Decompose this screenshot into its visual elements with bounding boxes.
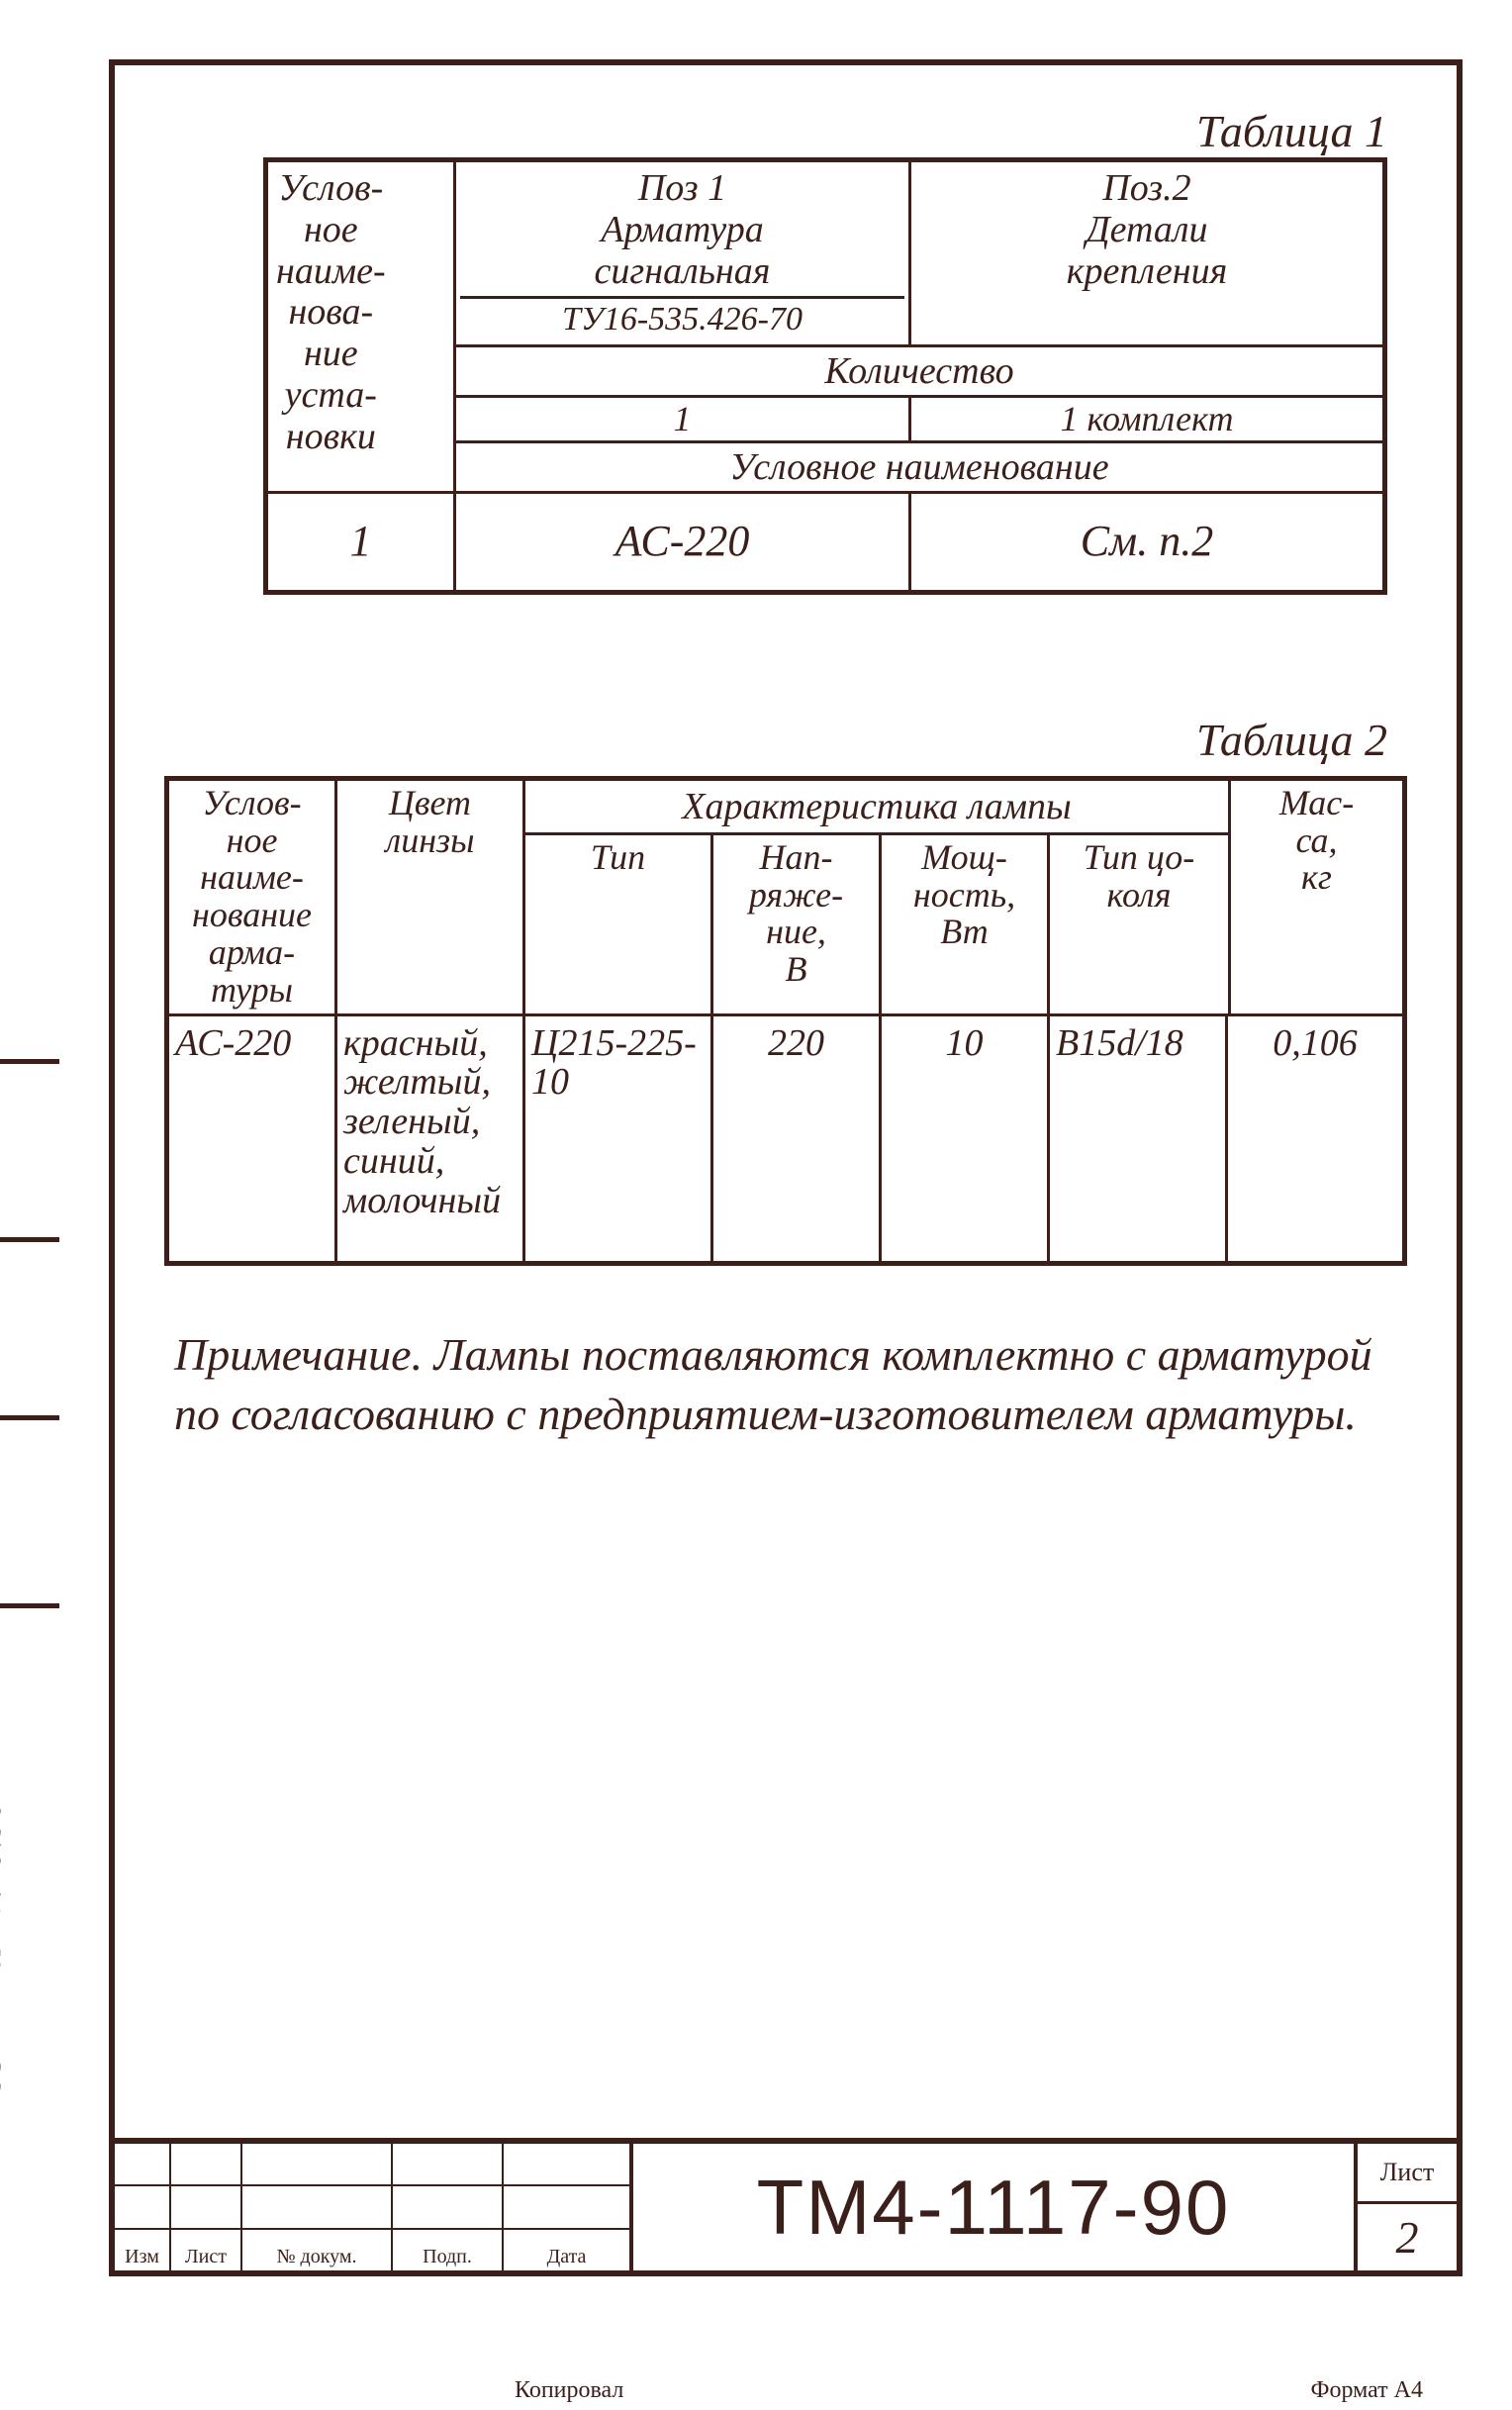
- t2-r-c3: Ц215-225-10: [525, 1016, 713, 1261]
- title-block: Изм Лист № докум. Подп. Дата ТМ4-1117-90…: [109, 2138, 1463, 2276]
- stamp-lbl-ndoc: № докум.: [242, 2230, 393, 2270]
- stamp-sheet-label: Лист: [1358, 2144, 1457, 2204]
- t2-r-c4: 220: [713, 1016, 882, 1261]
- table1: Услов- ное наиме- нова- ние уста- новки …: [263, 157, 1387, 595]
- t1-pos2-title: Поз.2 Детали крепления: [911, 162, 1382, 344]
- t1-data-c3: См. п.2: [911, 494, 1382, 589]
- t1-qty-c3: 1 комплект: [911, 398, 1382, 441]
- binding-tick: [0, 1059, 59, 1064]
- t1-data-c1: 1: [268, 494, 456, 589]
- stamp-lbl-podp: Подп.: [393, 2230, 504, 2270]
- footer-kopiroval: Копировал: [515, 2377, 623, 2404]
- t2-r-c2: красный, желтый, зеленый, синий, молочны…: [337, 1016, 525, 1261]
- table2-caption: Таблица 2: [144, 714, 1427, 766]
- stamp-revision-grid: Изм Лист № докум. Подп. Дата: [115, 2144, 633, 2270]
- t1-qty-c2: 1: [456, 398, 911, 441]
- binding-tick: [0, 1415, 59, 1420]
- doc-code: ТМ4-1117-90: [633, 2144, 1358, 2270]
- t2-r-c1: АС-220: [169, 1016, 337, 1261]
- t1-data-c2: АС-220: [456, 494, 911, 589]
- t2-h-group: Характеристика лампы: [525, 781, 1228, 835]
- t1-qty-label: Количество: [456, 347, 1382, 398]
- t2-r-c6: В15d/18: [1050, 1016, 1228, 1261]
- t1-pos1-title: Поз 1 Арматура сигнальная: [460, 168, 904, 292]
- table2: Услов- ное наиме- нование арма- туры Цве…: [164, 776, 1407, 1266]
- drawing-frame: Таблица 1 Услов- ное наиме- нова- ние ус…: [109, 59, 1463, 2276]
- t1-name-label: Условное наименование: [456, 443, 1382, 491]
- stamp-sheet-no: 2: [1358, 2204, 1457, 2270]
- t2-h-c7: Мас- са, кг: [1231, 781, 1402, 1013]
- stamp-lbl-list: Лист: [171, 2230, 242, 2270]
- t2-h-c6: Тип цо- коля: [1050, 835, 1228, 1013]
- note-text: Примечание. Лампы поставляются комплектн…: [174, 1325, 1397, 1444]
- t1-head-left: Услов- ное наиме- нова- ние уста- новки: [276, 168, 386, 485]
- footer-format: Формат А4: [1311, 2377, 1423, 2404]
- t2-h-c4: Нап- ряже- ние, В: [713, 835, 882, 1013]
- stamp-lbl-izm: Изм: [115, 2230, 171, 2270]
- binding-side-text: 293-11 Кп 15.10.90: [0, 1799, 10, 2113]
- t2-h-c1: Услов- ное наиме- нование арма- туры: [169, 781, 337, 1013]
- sheet: 293-11 Кп 15.10.90 Таблица 1 Услов- ное …: [0, 0, 1512, 2410]
- table1-caption: Таблица 1: [144, 105, 1427, 157]
- t2-r-c7: 0,106: [1228, 1016, 1402, 1261]
- footer: Копировал Формат А4: [0, 2377, 1512, 2404]
- t2-h-c5: Мощ- ность, Вт: [882, 835, 1050, 1013]
- t2-h-c3: Тип: [525, 835, 713, 1013]
- t2-r-c5: 10: [882, 1016, 1050, 1261]
- binding-tick: [0, 1237, 59, 1242]
- stamp-lbl-data: Дата: [504, 2230, 629, 2270]
- binding-tick: [0, 1603, 59, 1608]
- t2-h-c2: Цвет линзы: [337, 781, 525, 1013]
- t1-pos1-spec: ТУ16-535.426-70: [460, 296, 904, 337]
